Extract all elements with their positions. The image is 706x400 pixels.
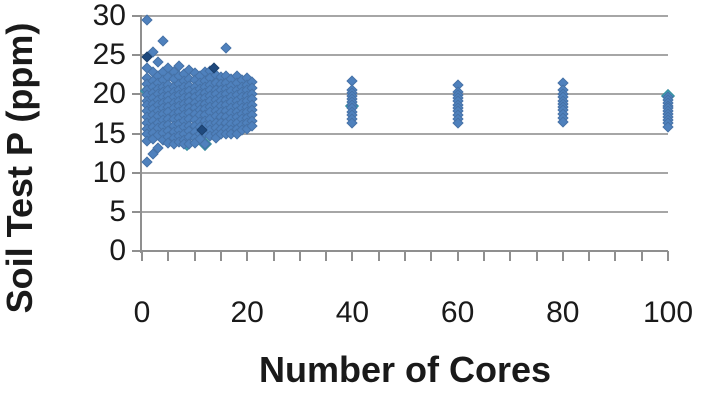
y-tick-label: 0 [109, 234, 126, 267]
x-tick [482, 251, 485, 261]
gridline [142, 132, 668, 135]
data-point-marker [220, 42, 232, 54]
x-tick [193, 251, 196, 261]
x-tick [588, 251, 591, 261]
x-tick [246, 251, 249, 261]
x-tick [640, 251, 643, 261]
x-tick [298, 251, 301, 261]
x-tick-label: 100 [642, 296, 694, 329]
x-tick [561, 251, 564, 261]
y-tick [132, 210, 140, 213]
x-tick-label: 40 [335, 296, 370, 329]
gridline [142, 54, 668, 57]
gridline [142, 15, 668, 17]
y-tick-label: 15 [92, 116, 126, 150]
y-tick [132, 132, 140, 135]
y-tick-label: 20 [92, 77, 126, 111]
y-tick [132, 250, 140, 252]
x-tick [430, 251, 433, 261]
x-tick [614, 251, 617, 261]
x-tick [377, 251, 380, 261]
y-tick [132, 15, 140, 17]
x-tick [272, 251, 275, 261]
x-tick [167, 251, 170, 261]
x-tick [141, 251, 143, 261]
x-axis-title: Number of Cores [258, 349, 552, 390]
y-tick [132, 54, 140, 57]
y-tick-label: 25 [92, 38, 126, 72]
x-tick [667, 251, 669, 261]
y-tick [132, 93, 140, 96]
y-tick-label: 5 [109, 194, 126, 228]
x-tick [219, 251, 222, 261]
data-point-marker [157, 35, 169, 47]
y-axis-line [140, 15, 142, 253]
x-tick [351, 251, 354, 261]
x-tick-label: 60 [440, 296, 475, 329]
x-tick [325, 251, 328, 261]
gridline [142, 171, 668, 174]
y-tick-label: 30 [92, 0, 126, 32]
gridline [142, 93, 668, 96]
x-tick [509, 251, 512, 261]
gridline [142, 210, 668, 213]
y-tick-label: 10 [92, 155, 126, 189]
x-tick-label: 80 [546, 296, 580, 329]
y-tick [132, 171, 140, 174]
x-tick [456, 251, 459, 261]
x-tick-label: 20 [230, 296, 264, 329]
x-tick-label: 0 [133, 296, 151, 329]
x-tick [535, 251, 538, 261]
x-tick [404, 251, 406, 261]
